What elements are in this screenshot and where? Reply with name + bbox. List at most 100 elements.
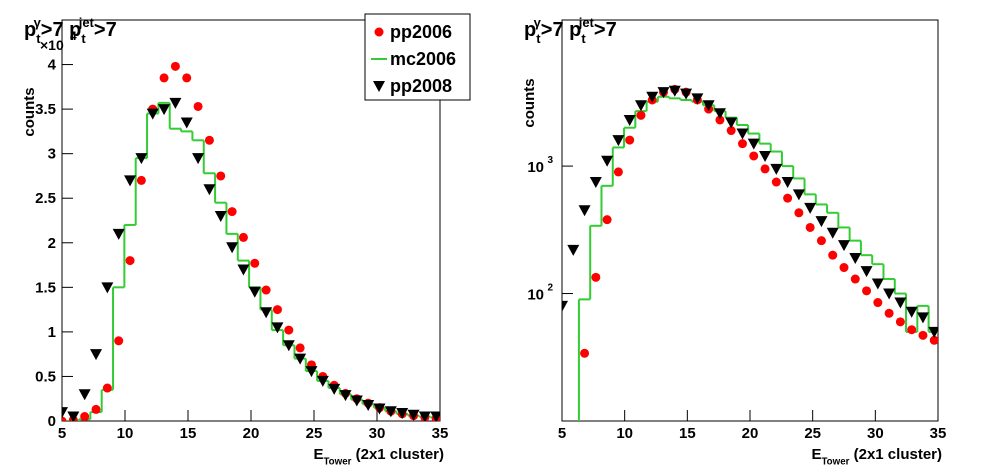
y-tick-label: 0 [48,413,56,430]
point [295,343,305,353]
point [816,236,826,246]
point [62,416,67,421]
point [894,297,907,309]
point [407,409,420,421]
point [125,256,135,266]
point [871,278,884,290]
x-axis-label: ETower (2x1 cluster) [811,446,942,467]
legend-marker [374,27,384,37]
point [916,312,929,324]
x-tick-label: 30 [369,425,386,442]
point [214,211,227,223]
x-axis-label-part: Tower [323,456,351,467]
x-tick-label: 20 [742,425,759,442]
point [815,216,828,228]
point [305,366,318,378]
point [668,85,681,97]
x-axis-label-part: (2x1 cluster) [849,446,942,463]
point [625,135,635,145]
point [612,135,625,147]
y-exponent-power: 4 [70,29,77,43]
y-tick-label: 3 [48,146,56,163]
chart-title-part: >7 p [41,19,82,41]
point [759,150,772,162]
legend-label: pp2008 [390,76,452,96]
legend-marker [373,81,385,92]
y-tick-label: 1 [48,324,56,341]
chart-title-part: p [24,19,36,41]
point [227,207,237,217]
point [204,135,214,145]
point [591,272,601,282]
plot-area [562,84,938,421]
chart-title: ptγ>7 ptjet>7 [24,15,117,46]
point [805,222,815,232]
point [715,115,725,125]
x-axis-label-part: Tower [821,456,849,467]
point [928,326,938,338]
point [849,253,862,265]
point [248,286,261,298]
y-tick-label: 10 [527,287,544,304]
x-axis-label-part: (2x1 cluster) [351,446,444,463]
point [623,114,636,126]
x-tick-label: 35 [432,425,449,442]
point [170,61,180,71]
point [124,175,137,187]
point [192,153,205,165]
point [67,411,80,421]
point [316,375,329,387]
point [339,390,352,402]
chart-title-part: t [536,31,541,46]
x-tick-label: 30 [867,425,884,442]
point [350,395,363,407]
point [613,167,623,177]
point [850,274,860,284]
point [418,411,431,421]
point [636,110,646,120]
point [396,407,409,419]
x-tick-label: 35 [930,425,947,442]
chart-title: ptγ>7 ptjet>7 [524,15,617,46]
point [781,177,794,189]
point [873,298,883,308]
chart-title-part: t [81,31,86,46]
point [146,108,159,120]
x-tick-label: 10 [616,425,633,442]
point [250,258,260,268]
point [362,399,375,411]
point [770,163,783,175]
point [272,305,282,315]
x-tick-label: 5 [58,425,66,442]
x-axis-label-part: E [811,446,821,463]
point [78,389,91,401]
point [180,117,193,129]
point [112,228,125,240]
point [736,128,749,140]
y-tick-base: 10 [527,159,544,176]
x-axis-label: ETower (2x1 cluster) [313,446,444,467]
point [602,215,612,225]
point [578,205,591,217]
chart-title-part: jet [578,15,595,30]
point [158,104,171,116]
point [634,100,647,112]
x-tick-label: 15 [679,425,696,442]
y-tick-power: 2 [547,283,553,294]
point [193,101,203,111]
point [182,73,192,83]
point [328,383,341,395]
y-axis-label: counts [521,78,538,127]
point [862,286,872,296]
point [80,412,90,421]
point [589,177,602,189]
point [271,322,284,334]
point [725,117,738,129]
y-exponent-base: ×10 [40,37,64,53]
point [771,177,781,187]
point [159,73,169,83]
point [567,244,580,256]
chart-title-part: t [581,31,586,46]
point [883,288,896,300]
